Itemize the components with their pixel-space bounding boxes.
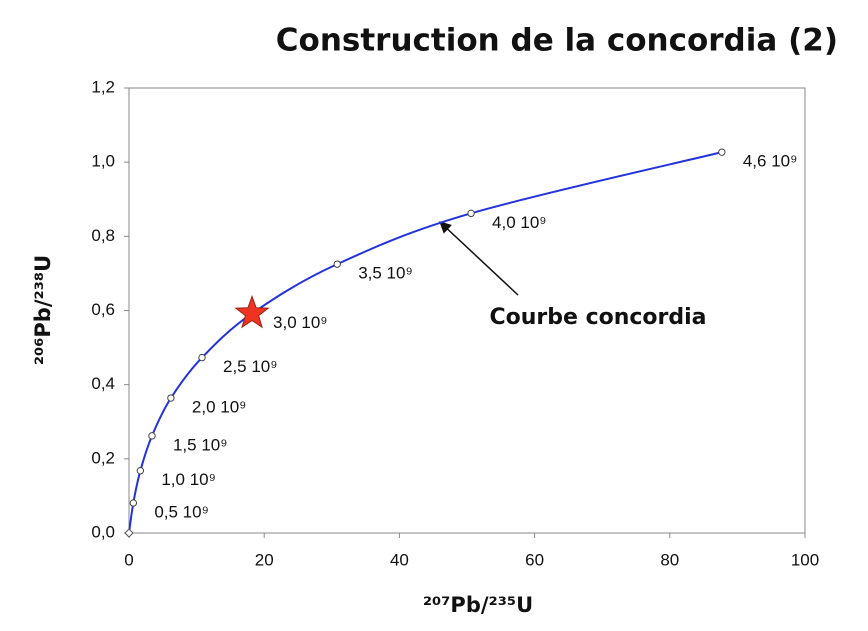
point bbox=[718, 148, 726, 156]
point bbox=[333, 260, 341, 268]
x-tick-label: 80 bbox=[660, 550, 679, 569]
x-tick-label: 100 bbox=[791, 550, 819, 569]
y-tick-label: 0,4 bbox=[91, 374, 115, 393]
point bbox=[129, 499, 138, 507]
x-axis-title: ²⁰⁷Pb/²³⁵U bbox=[423, 593, 533, 617]
point-label: 0,5 10⁹ bbox=[154, 502, 209, 521]
point bbox=[198, 353, 206, 362]
point-label: 4,0 10⁹ bbox=[492, 213, 547, 232]
y-tick-label: 0,6 bbox=[91, 300, 115, 319]
point-label: 1,5 10⁹ bbox=[173, 435, 228, 454]
point-label: 3,5 10⁹ bbox=[358, 264, 413, 283]
x-tick-label: 20 bbox=[255, 550, 274, 569]
point bbox=[136, 467, 145, 475]
point-label: 4,6 10⁹ bbox=[743, 152, 798, 171]
annotation-arrow bbox=[439, 221, 519, 296]
y-tick-label: 0,0 bbox=[91, 522, 115, 541]
point bbox=[124, 528, 134, 538]
point bbox=[467, 209, 475, 218]
star-marker bbox=[234, 295, 270, 329]
y-tick-label: 1,0 bbox=[91, 152, 115, 171]
concordia-line bbox=[128, 151, 723, 534]
annotation: Courbe concordia bbox=[489, 305, 706, 330]
point-label: 2,0 10⁹ bbox=[192, 398, 247, 417]
point-label: 1,0 10⁹ bbox=[161, 470, 216, 489]
y-axis-title: ²⁰⁶Pb/²³⁸U bbox=[31, 255, 55, 365]
y-tick-label: 0,2 bbox=[91, 448, 115, 467]
point bbox=[148, 432, 156, 440]
x-tick-label: 0 bbox=[124, 550, 133, 569]
x-tick-label: 60 bbox=[525, 550, 544, 569]
chart-title: Construction de la concordia (2) bbox=[276, 23, 838, 59]
y-tick-label: 1,2 bbox=[91, 77, 115, 96]
point bbox=[167, 394, 175, 402]
point-label: 3,0 10⁹ bbox=[273, 313, 328, 332]
point-label: 2,5 10⁹ bbox=[223, 357, 278, 376]
y-tick-label: 0,8 bbox=[91, 226, 115, 245]
x-tick-label: 40 bbox=[390, 550, 409, 569]
